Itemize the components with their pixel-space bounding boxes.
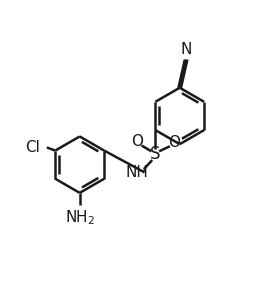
Text: N: N: [181, 42, 192, 57]
Text: Cl: Cl: [25, 140, 40, 155]
Text: S: S: [150, 145, 161, 163]
Text: NH: NH: [125, 165, 148, 180]
Text: O: O: [131, 134, 143, 149]
Text: NH$_2$: NH$_2$: [65, 208, 95, 227]
Text: O: O: [168, 135, 181, 150]
